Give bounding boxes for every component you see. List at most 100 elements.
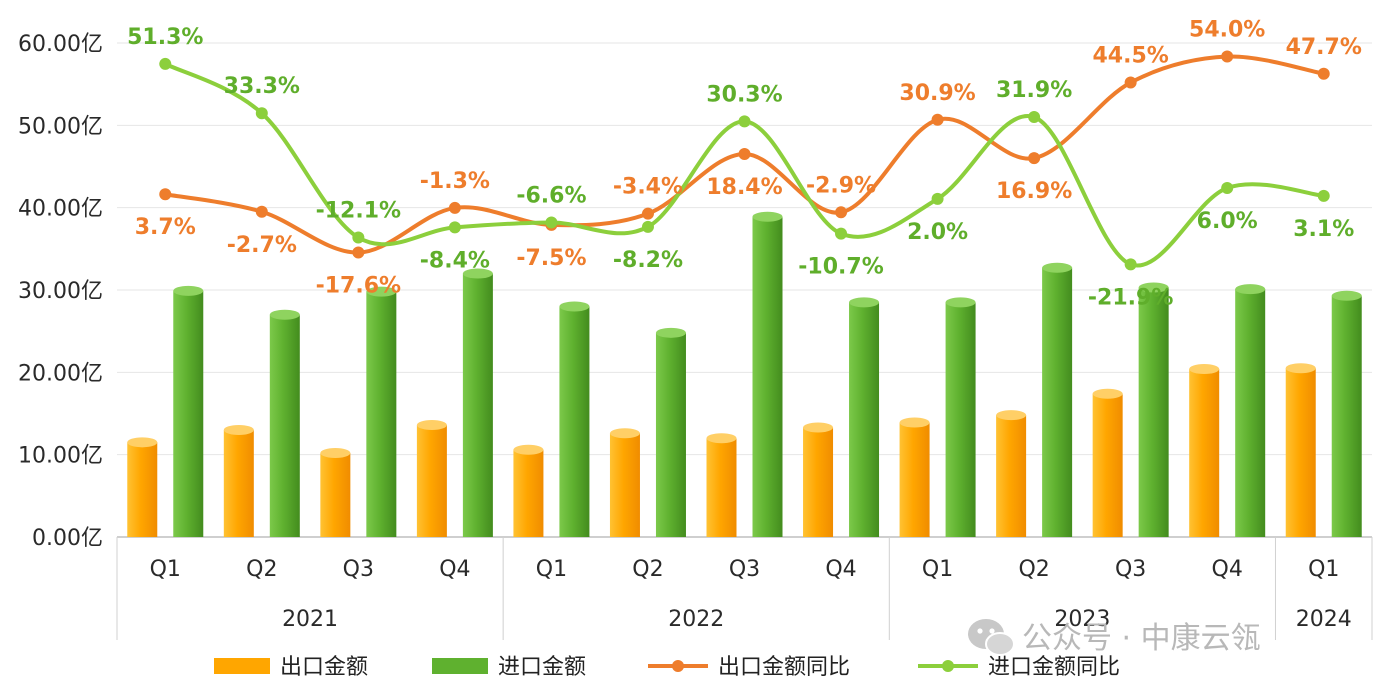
bar [269, 314, 300, 537]
bar [320, 453, 351, 537]
line-point [931, 192, 944, 205]
x-tick-label: Q1 [536, 557, 567, 582]
data-label: 44.5% [1092, 44, 1168, 69]
bar-cap [1138, 282, 1169, 293]
data-label: -2.9% [806, 173, 876, 198]
bar-cap [269, 309, 300, 320]
legend-marker [672, 660, 684, 672]
bar-cap [366, 286, 397, 297]
y-tick-label: 20.00亿 [18, 361, 103, 386]
x-tick-label: Q1 [922, 557, 953, 582]
data-label: -7.5% [516, 246, 586, 271]
line-point [1221, 50, 1234, 63]
line-point [641, 207, 654, 220]
data-label: 18.4% [706, 175, 782, 200]
bar [462, 273, 493, 537]
data-label: -8.2% [613, 248, 683, 273]
wechat-icon [968, 619, 1015, 656]
x-tick-label: Q2 [246, 557, 277, 582]
bar [996, 415, 1027, 537]
legend: 出口金额 进口金额 出口金额同比 进口金额同比 [214, 655, 1120, 680]
bar-cap [1189, 364, 1220, 375]
data-label: -2.7% [227, 233, 297, 258]
line-point [1028, 152, 1041, 165]
bars [127, 211, 1362, 537]
bar [366, 291, 397, 537]
line-point [352, 246, 365, 259]
y-tick-label: 50.00亿 [18, 114, 103, 139]
bar [1285, 368, 1316, 537]
bar [1235, 289, 1266, 537]
x-tick-label: Q2 [632, 557, 663, 582]
bar-cap [655, 327, 686, 338]
watermark: 公众号 · 中康云瓴 [968, 619, 1261, 656]
bar-cap [899, 417, 930, 428]
data-label: 6.0% [1197, 209, 1258, 234]
y-tick-label: 60.00亿 [18, 32, 103, 57]
line-point [835, 227, 848, 240]
data-label: -6.6% [516, 183, 586, 208]
line-point [352, 231, 365, 244]
line-point [835, 206, 848, 219]
year-label: 2021 [282, 607, 338, 632]
year-label: 2023 [1054, 607, 1110, 632]
bar-cap [513, 444, 544, 455]
legend-swatch [214, 658, 270, 674]
data-label: -12.1% [316, 198, 401, 223]
data-label: 54.0% [1189, 18, 1265, 43]
watermark-text: 公众号 · 中康云瓴 [1022, 621, 1261, 656]
bar [559, 306, 590, 537]
bar-cap [706, 433, 737, 444]
line-point [545, 216, 558, 229]
axes: 0.00亿 10.00亿 20.00亿 30.00亿 40.00亿 50.00亿 60.00… [18, 32, 1373, 640]
bar-cap [127, 437, 158, 448]
bar [173, 290, 204, 537]
line-point [931, 113, 944, 126]
bar [223, 429, 254, 537]
bar-cap [1285, 363, 1316, 374]
bar [706, 438, 737, 537]
bar [1189, 369, 1220, 537]
legend-marker [942, 660, 954, 672]
line-point [255, 107, 268, 120]
line-point [159, 57, 172, 70]
year-label: 2022 [668, 607, 724, 632]
data-label: 3.1% [1293, 217, 1354, 242]
y-tick-label: 10.00亿 [18, 444, 103, 469]
bar [945, 302, 976, 537]
bar [655, 332, 686, 537]
bar-cap [1042, 262, 1073, 273]
data-label: 16.9% [996, 179, 1072, 204]
legend-label: 出口金额同比 [718, 655, 850, 680]
bar [1042, 267, 1073, 537]
bar [803, 427, 834, 537]
line-point [1124, 258, 1137, 271]
x-tick-label: Q3 [729, 557, 760, 582]
data-label: 31.9% [996, 78, 1072, 103]
bar-cap [416, 420, 447, 431]
data-label: -8.4% [420, 248, 490, 273]
legend-label: 出口金额 [280, 655, 368, 680]
line-point [1028, 111, 1041, 124]
line-point [641, 220, 654, 233]
x-tick-label: Q4 [825, 557, 856, 582]
bar [127, 442, 158, 537]
bar [752, 216, 783, 537]
bar-cap [945, 297, 976, 308]
x-tick-label: Q4 [439, 557, 470, 582]
year-label: 2024 [1296, 607, 1352, 632]
data-label: 30.3% [706, 82, 782, 107]
bar-cap [223, 424, 254, 435]
bar [1331, 295, 1362, 537]
bar [513, 449, 544, 537]
bar-cap [1331, 290, 1362, 301]
y-tick-label: 30.00亿 [18, 279, 103, 304]
data-label: 33.3% [224, 74, 300, 99]
legend-label: 进口金额 [498, 655, 586, 680]
x-tick-label: Q3 [343, 557, 374, 582]
bar [416, 425, 447, 537]
bar-cap [173, 285, 204, 296]
bar-cap [462, 268, 493, 279]
lines [159, 50, 1330, 271]
bar [849, 302, 880, 537]
